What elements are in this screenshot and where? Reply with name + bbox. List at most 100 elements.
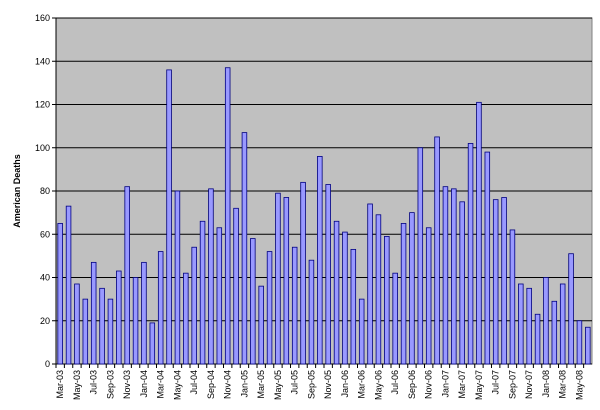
x-tick-label: May-03 — [72, 370, 82, 400]
bar — [149, 322, 156, 365]
bar — [132, 277, 139, 365]
bar — [124, 186, 130, 365]
bar — [392, 272, 398, 365]
bar — [199, 220, 206, 365]
x-tick-label: Nov-07 — [524, 370, 534, 399]
bar — [174, 190, 181, 365]
x-tick-label: Jul-03 — [89, 370, 99, 395]
bar — [166, 69, 172, 365]
bar — [191, 246, 197, 365]
bar — [241, 132, 248, 365]
bar — [99, 287, 105, 365]
bar — [568, 253, 574, 365]
bar — [559, 283, 566, 365]
bar — [208, 188, 214, 365]
x-tick-label: Nov-04 — [223, 370, 233, 399]
bar — [183, 272, 189, 365]
x-tick-label: Jan-08 — [541, 370, 551, 398]
y-tick-label: 0 — [45, 359, 50, 369]
bar — [451, 188, 457, 365]
y-tick-label: 60 — [40, 229, 50, 239]
x-tick-label: Nov-06 — [424, 370, 434, 399]
bar — [224, 67, 231, 365]
x-tick-label: Mar-07 — [457, 370, 467, 399]
bar — [551, 300, 558, 365]
bar — [509, 229, 516, 365]
bar — [409, 212, 415, 365]
bar — [367, 203, 373, 365]
x-tick-label: Sep-07 — [507, 370, 517, 399]
y-tick-label: 100 — [35, 143, 50, 153]
bar — [308, 259, 315, 365]
bar — [107, 298, 114, 365]
bar — [534, 313, 541, 365]
x-tick-label: Nov-03 — [122, 370, 132, 399]
bar — [375, 214, 382, 365]
y-tick-label: 160 — [35, 13, 50, 23]
x-tick-label: Jan-07 — [440, 370, 450, 398]
x-tick-label: May-05 — [273, 370, 283, 400]
bar — [82, 298, 89, 365]
x-tick-label: Jul-07 — [491, 370, 501, 395]
x-tick-label: Sep-05 — [306, 370, 316, 399]
bar — [74, 283, 80, 365]
y-tick-label: 80 — [40, 186, 50, 196]
bar — [325, 184, 331, 365]
bar — [576, 320, 583, 365]
bar — [358, 298, 365, 365]
x-tick-label: Mar-08 — [558, 370, 568, 399]
bar — [283, 197, 290, 365]
bar — [57, 223, 63, 365]
bar — [400, 223, 407, 365]
x-tick-label: Jul-05 — [290, 370, 300, 395]
bar — [342, 231, 348, 365]
x-tick-label: May-06 — [373, 370, 383, 400]
x-tick-label: Jul-04 — [189, 370, 199, 395]
bar — [442, 186, 449, 365]
bar — [258, 285, 264, 365]
y-tick-label: 40 — [40, 273, 50, 283]
x-tick-label: Nov-05 — [323, 370, 333, 399]
x-tick-label: Jan-05 — [239, 370, 249, 398]
bar — [526, 287, 532, 365]
bar — [317, 155, 323, 365]
bar — [543, 277, 549, 365]
x-tick-label: Sep-03 — [105, 370, 115, 399]
bar — [65, 205, 72, 365]
bar — [90, 261, 97, 365]
bar — [501, 197, 507, 365]
bar — [157, 251, 164, 365]
y-tick-label: 20 — [40, 316, 50, 326]
x-tick-label: May-04 — [172, 370, 182, 400]
bar — [434, 136, 440, 365]
x-tick-label: Jul-06 — [390, 370, 400, 395]
x-tick-label: Jan-06 — [340, 370, 350, 398]
x-tick-label: Sep-04 — [206, 370, 216, 399]
bar — [585, 326, 591, 365]
bar — [333, 220, 340, 365]
x-tick-label: May-07 — [474, 370, 484, 400]
bar — [518, 283, 524, 365]
bar — [467, 143, 474, 365]
x-tick-label: May-08 — [574, 370, 584, 400]
x-tick-label: Jan-04 — [139, 370, 149, 398]
bar — [141, 261, 147, 365]
bar — [476, 101, 482, 365]
y-axis-title: American Deaths — [12, 154, 22, 228]
bar — [425, 227, 432, 365]
bar — [250, 238, 256, 365]
x-tick-label: Sep-06 — [407, 370, 417, 399]
bar — [484, 151, 491, 365]
y-tick-label: 140 — [35, 56, 50, 66]
bar — [350, 248, 357, 365]
bar — [275, 192, 281, 365]
bar — [300, 181, 306, 365]
bar — [216, 227, 223, 365]
bar — [459, 201, 465, 365]
bar — [233, 207, 239, 365]
bar — [417, 147, 424, 365]
x-tick-label: Mar-04 — [156, 370, 166, 399]
x-tick-label: Mar-05 — [256, 370, 266, 399]
x-tick-label: Mar-03 — [55, 370, 65, 399]
